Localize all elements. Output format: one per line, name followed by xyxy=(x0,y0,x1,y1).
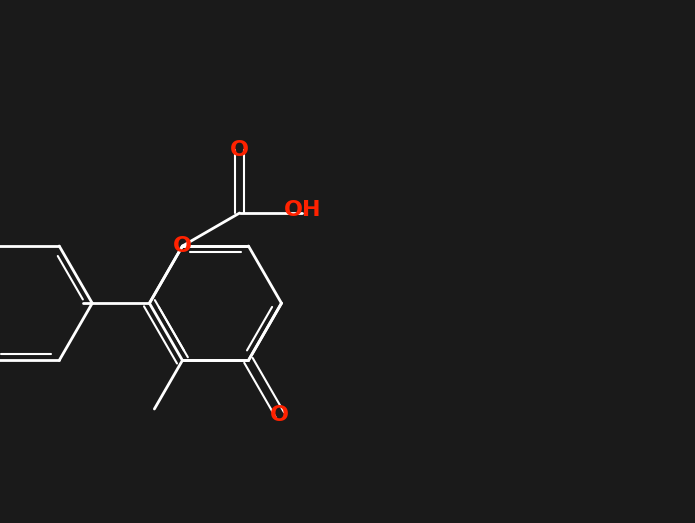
Text: O: O xyxy=(270,405,289,425)
Text: O: O xyxy=(230,140,249,160)
Text: O: O xyxy=(173,236,192,256)
Text: OH: OH xyxy=(284,200,321,220)
